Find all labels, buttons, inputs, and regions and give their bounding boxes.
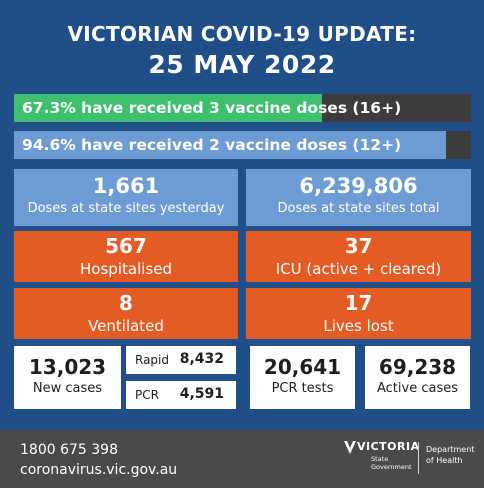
doses-total-box: 6,239,806 Doses at state sites total [246,169,471,226]
title-date: 25 MAY 2022 [148,50,336,79]
state-text: State [371,455,389,463]
vaccine-3-doses-bar: 67.3% have received 3 vaccine doses (16+… [14,94,471,122]
active-cases-label: Active cases [376,381,458,396]
title-line-1: VICTORIAN COVID-19 UPDATE: [67,22,417,46]
pcr-tests-box: 20,641 PCR tests [250,346,355,409]
hospitalised-label: Hospitalised [80,260,172,278]
vaccine-3-doses-fill [14,94,322,122]
rapid-label: Rapid [135,353,169,367]
icu-label: ICU (active + cleared) [275,260,442,278]
of-health-text: of Health [426,456,463,465]
vaccine-2-doses-label: 94.6% have received 2 vaccine doses (12+… [22,136,402,154]
pcr-tests-value: 20,641 [263,355,342,379]
pcr-tests-label: PCR tests [271,381,334,396]
pcr-box: PCR 4,591 [126,381,236,409]
ventilated-label: Ventilated [88,317,164,335]
department-of-health: Department of Health [426,444,482,466]
pcr-value: 4,591 [179,386,224,402]
department-text: Department [426,445,475,454]
vaccine-3-doses-label: 67.3% have received 3 vaccine doses (16+… [22,99,402,117]
icu-value: 37 [344,234,373,258]
hospitalised-box: 567 Hospitalised [14,231,238,282]
logo-divider [418,442,419,474]
victoria-v-icon [344,441,356,454]
ventilated-box: 8 Ventilated [14,288,238,339]
website-url: coronavirus.vic.gov.au [20,462,178,478]
doses-total-value: 6,239,806 [299,174,418,198]
vaccine-2-doses-fill [14,131,447,159]
footer: 1800 675 398 coronavirus.vic.gov.au VICT… [0,430,484,488]
pcr-label: PCR [135,388,159,402]
state-government-text: State Government [371,455,412,471]
vaccine-2-doses-bar: 94.6% have received 2 vaccine doses (12+… [14,131,471,159]
lives-lost-value: 17 [344,291,373,315]
rapid-box: Rapid 8,432 [126,346,236,374]
doses-total-label: Doses at state sites total [277,201,440,216]
active-cases-value: 69,238 [378,355,457,379]
doses-yesterday-box: 1,661 Doses at state sites yesterday [14,169,238,226]
icu-box: 37 ICU (active + cleared) [246,231,471,282]
lives-lost-label: Lives lost [323,317,394,335]
active-cases-box: 69,238 Active cases [365,346,470,409]
doses-yesterday-label: Doses at state sites yesterday [27,201,225,216]
lives-lost-box: 17 Lives lost [246,288,471,339]
ventilated-value: 8 [119,291,133,315]
hotline-number: 1800 675 398 [20,442,118,458]
rapid-value: 8,432 [179,351,224,367]
doses-yesterday-value: 1,661 [92,174,160,198]
hospitalised-value: 567 [105,234,147,258]
new-cases-box: 13,023 New cases [14,346,121,409]
new-cases-label: New cases [32,381,103,396]
government-text: Government [371,463,412,471]
victoria-logo-text: VICTORIA [357,440,420,453]
victoria-logo: VICTORIA State Government [343,440,419,471]
new-cases-value: 13,023 [28,355,107,379]
